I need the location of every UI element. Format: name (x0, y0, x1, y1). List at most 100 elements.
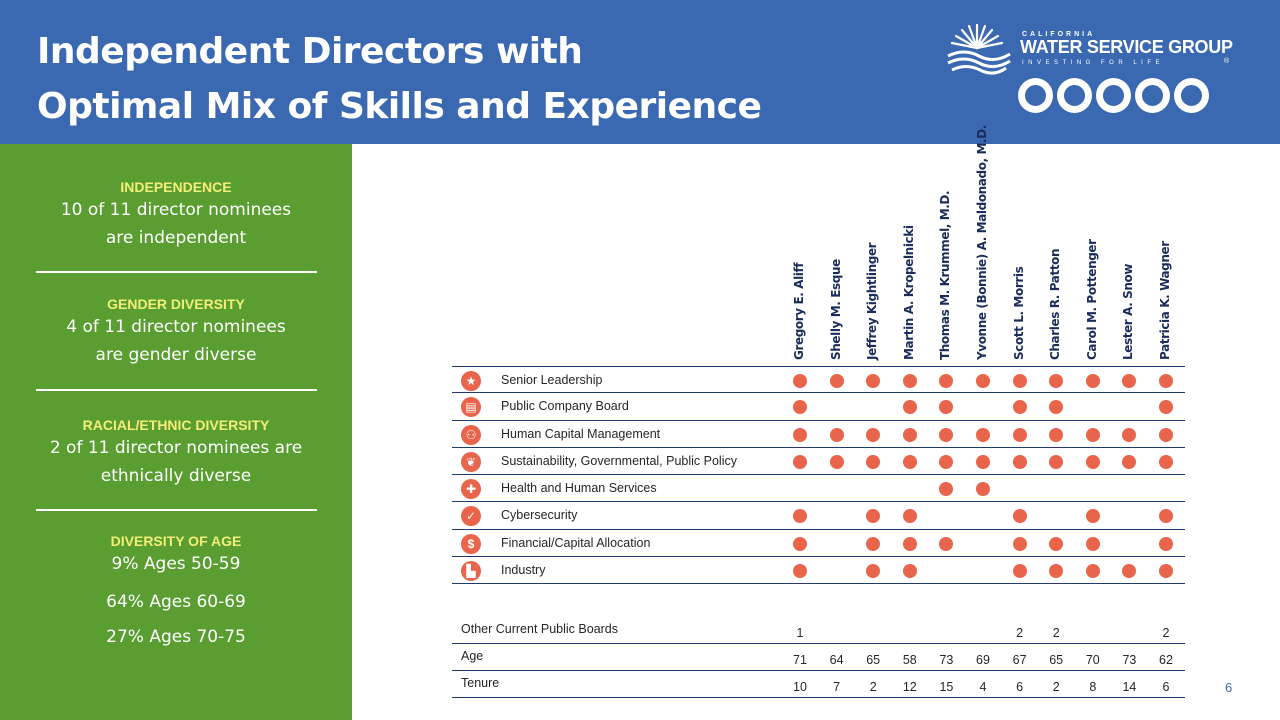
texas-badge-icon (1135, 78, 1170, 113)
stat-row: Tenure 10 7 2 12 15 4 6 2 8 14 6 (452, 671, 1185, 698)
stat-value: 12 (902, 680, 917, 694)
stat-value: 2 (1016, 626, 1024, 640)
gender-heading: GENDER DIVERSITY (107, 296, 245, 312)
skill-dot (939, 482, 954, 497)
stat-value: 73 (939, 653, 954, 667)
skill-dot (902, 454, 917, 469)
logo-tagline: INVESTING FOR LIFE (1022, 60, 1165, 66)
skill-dot (939, 454, 954, 469)
skill-dot (902, 400, 917, 415)
skill-row: ⚇ Human Capital Management (452, 421, 1185, 448)
people-icon: ⚇ (461, 424, 481, 445)
subsidiary-badges (1018, 78, 1209, 113)
director-name: Thomas M. Krummel, M.D. (938, 190, 953, 360)
skill-dot (902, 374, 917, 388)
skill-dot (1159, 427, 1173, 442)
skill-dot (1012, 400, 1027, 415)
skill-dot (866, 374, 881, 388)
skill-dot (1012, 454, 1027, 469)
stat-value: 10 (793, 680, 807, 694)
finance-icon: $ (461, 533, 481, 554)
skill-dot (829, 427, 844, 442)
skill-row: ❦ Sustainability, Governmental, Public Po… (452, 448, 1185, 476)
logo-state-text: CALIFORNIA (1022, 31, 1096, 38)
skill-dot (1122, 374, 1137, 388)
skill-dot (793, 509, 807, 524)
skill-dot (793, 427, 807, 442)
stat-value: 67 (1012, 653, 1027, 667)
title-line-1: Independent Directors with (37, 31, 583, 72)
skill-dot (976, 374, 990, 388)
director-name: Shelly M. Esque (828, 259, 843, 360)
skill-label: Financial/Capital Allocation (501, 535, 651, 550)
skill-dot (1085, 427, 1100, 442)
stat-value: 70 (1085, 653, 1100, 667)
skill-label: Cybersecurity (501, 508, 578, 523)
gender-line-2: are gender diverse (95, 345, 257, 365)
skill-dot (902, 536, 917, 551)
racial-block: RACIAL/ETHNIC DIVERSITY 2 of 11 director… (0, 416, 352, 490)
company-logo: CALIFORNIA WATER SERVICE GROUP INVESTING… (944, 22, 1244, 122)
skill-label: Human Capital Management (501, 426, 661, 441)
skill-dot (793, 564, 807, 579)
skill-dot (1122, 454, 1137, 469)
skill-dot (1159, 374, 1173, 388)
skill-dot (866, 536, 881, 551)
skill-dot (1159, 536, 1173, 551)
skill-dot (866, 564, 881, 579)
director-name: Scott L. Morris (1011, 266, 1026, 360)
washington-badge-icon (1174, 78, 1209, 113)
skill-label: Health and Human Services (501, 481, 657, 496)
skill-dot (939, 400, 954, 415)
skill-dot (1049, 374, 1064, 388)
skill-row: ✓ Cybersecurity (452, 502, 1185, 530)
skill-dot (1049, 427, 1064, 442)
director-name-headers: Gregory E. Aliff Shelly M. Esque Jeffrey K… (452, 125, 1185, 360)
racial-line-2: ethnically diverse (100, 466, 252, 486)
skill-dot (902, 427, 917, 442)
stat-value: 8 (1089, 680, 1097, 694)
skill-dot (976, 427, 990, 442)
health-cross-icon: ✚ (461, 479, 481, 500)
stat-value: 2 (869, 680, 877, 694)
skill-dot (793, 374, 807, 388)
diversity-sidebar: INDEPENDENCE 10 of 11 director nominees … (0, 144, 352, 720)
director-stats-table: Other Current Public Boards 1 2 2 2 Age 71 64 65… (452, 617, 1185, 698)
skill-dot (866, 509, 881, 524)
age-band: 9% Ages 50-59 (111, 554, 241, 574)
skill-row: $ Financial/Capital Allocation (452, 530, 1185, 558)
stat-value: 64 (829, 653, 844, 667)
stat-value: 2 (1162, 626, 1170, 640)
page-title: Independent Directors with Optimal Mix o… (37, 24, 762, 134)
skill-dot (866, 454, 881, 469)
stat-value: 2 (1052, 626, 1060, 640)
skill-dot (1122, 564, 1137, 579)
skill-dot (976, 482, 990, 497)
director-name: Carol M. Pottenger (1084, 239, 1099, 360)
gender-line-1: 4 of 11 director nominees (66, 317, 286, 337)
skill-dot (1012, 427, 1027, 442)
director-name: Jeffrey Kightlinger (865, 242, 880, 360)
skill-dot (1012, 536, 1027, 551)
stat-value: 6 (1016, 680, 1024, 694)
stat-value: 2 (1052, 680, 1060, 694)
skill-dot (1159, 564, 1173, 579)
stat-row: Age 71 64 65 58 73 69 67 65 70 73 62 (452, 644, 1185, 671)
gender-block: GENDER DIVERSITY 4 of 11 director nomine… (0, 295, 352, 369)
skill-dot (1049, 536, 1064, 551)
age-band: 27% Ages 70-75 (106, 627, 246, 647)
new-mexico-badge-icon (1096, 78, 1131, 113)
skill-dot (1049, 454, 1064, 469)
independence-block: INDEPENDENCE 10 of 11 director nominees … (0, 178, 352, 252)
logo-company-name: WATER SERVICE GROUP (1020, 37, 1233, 57)
stat-value: 14 (1122, 680, 1137, 694)
skill-dot (793, 400, 807, 415)
skill-label: Public Company Board (501, 399, 629, 414)
racial-line-1: 2 of 11 director nominees are (49, 438, 303, 458)
stat-label: Other Current Public Boards (461, 622, 619, 636)
leaf-icon: ❦ (461, 451, 481, 472)
racial-heading: RACIAL/ETHNIC DIVERSITY (82, 417, 270, 433)
divider (36, 509, 317, 511)
header-banner: Independent Directors with Optimal Mix o… (0, 0, 1280, 144)
skill-dot (1049, 564, 1064, 579)
